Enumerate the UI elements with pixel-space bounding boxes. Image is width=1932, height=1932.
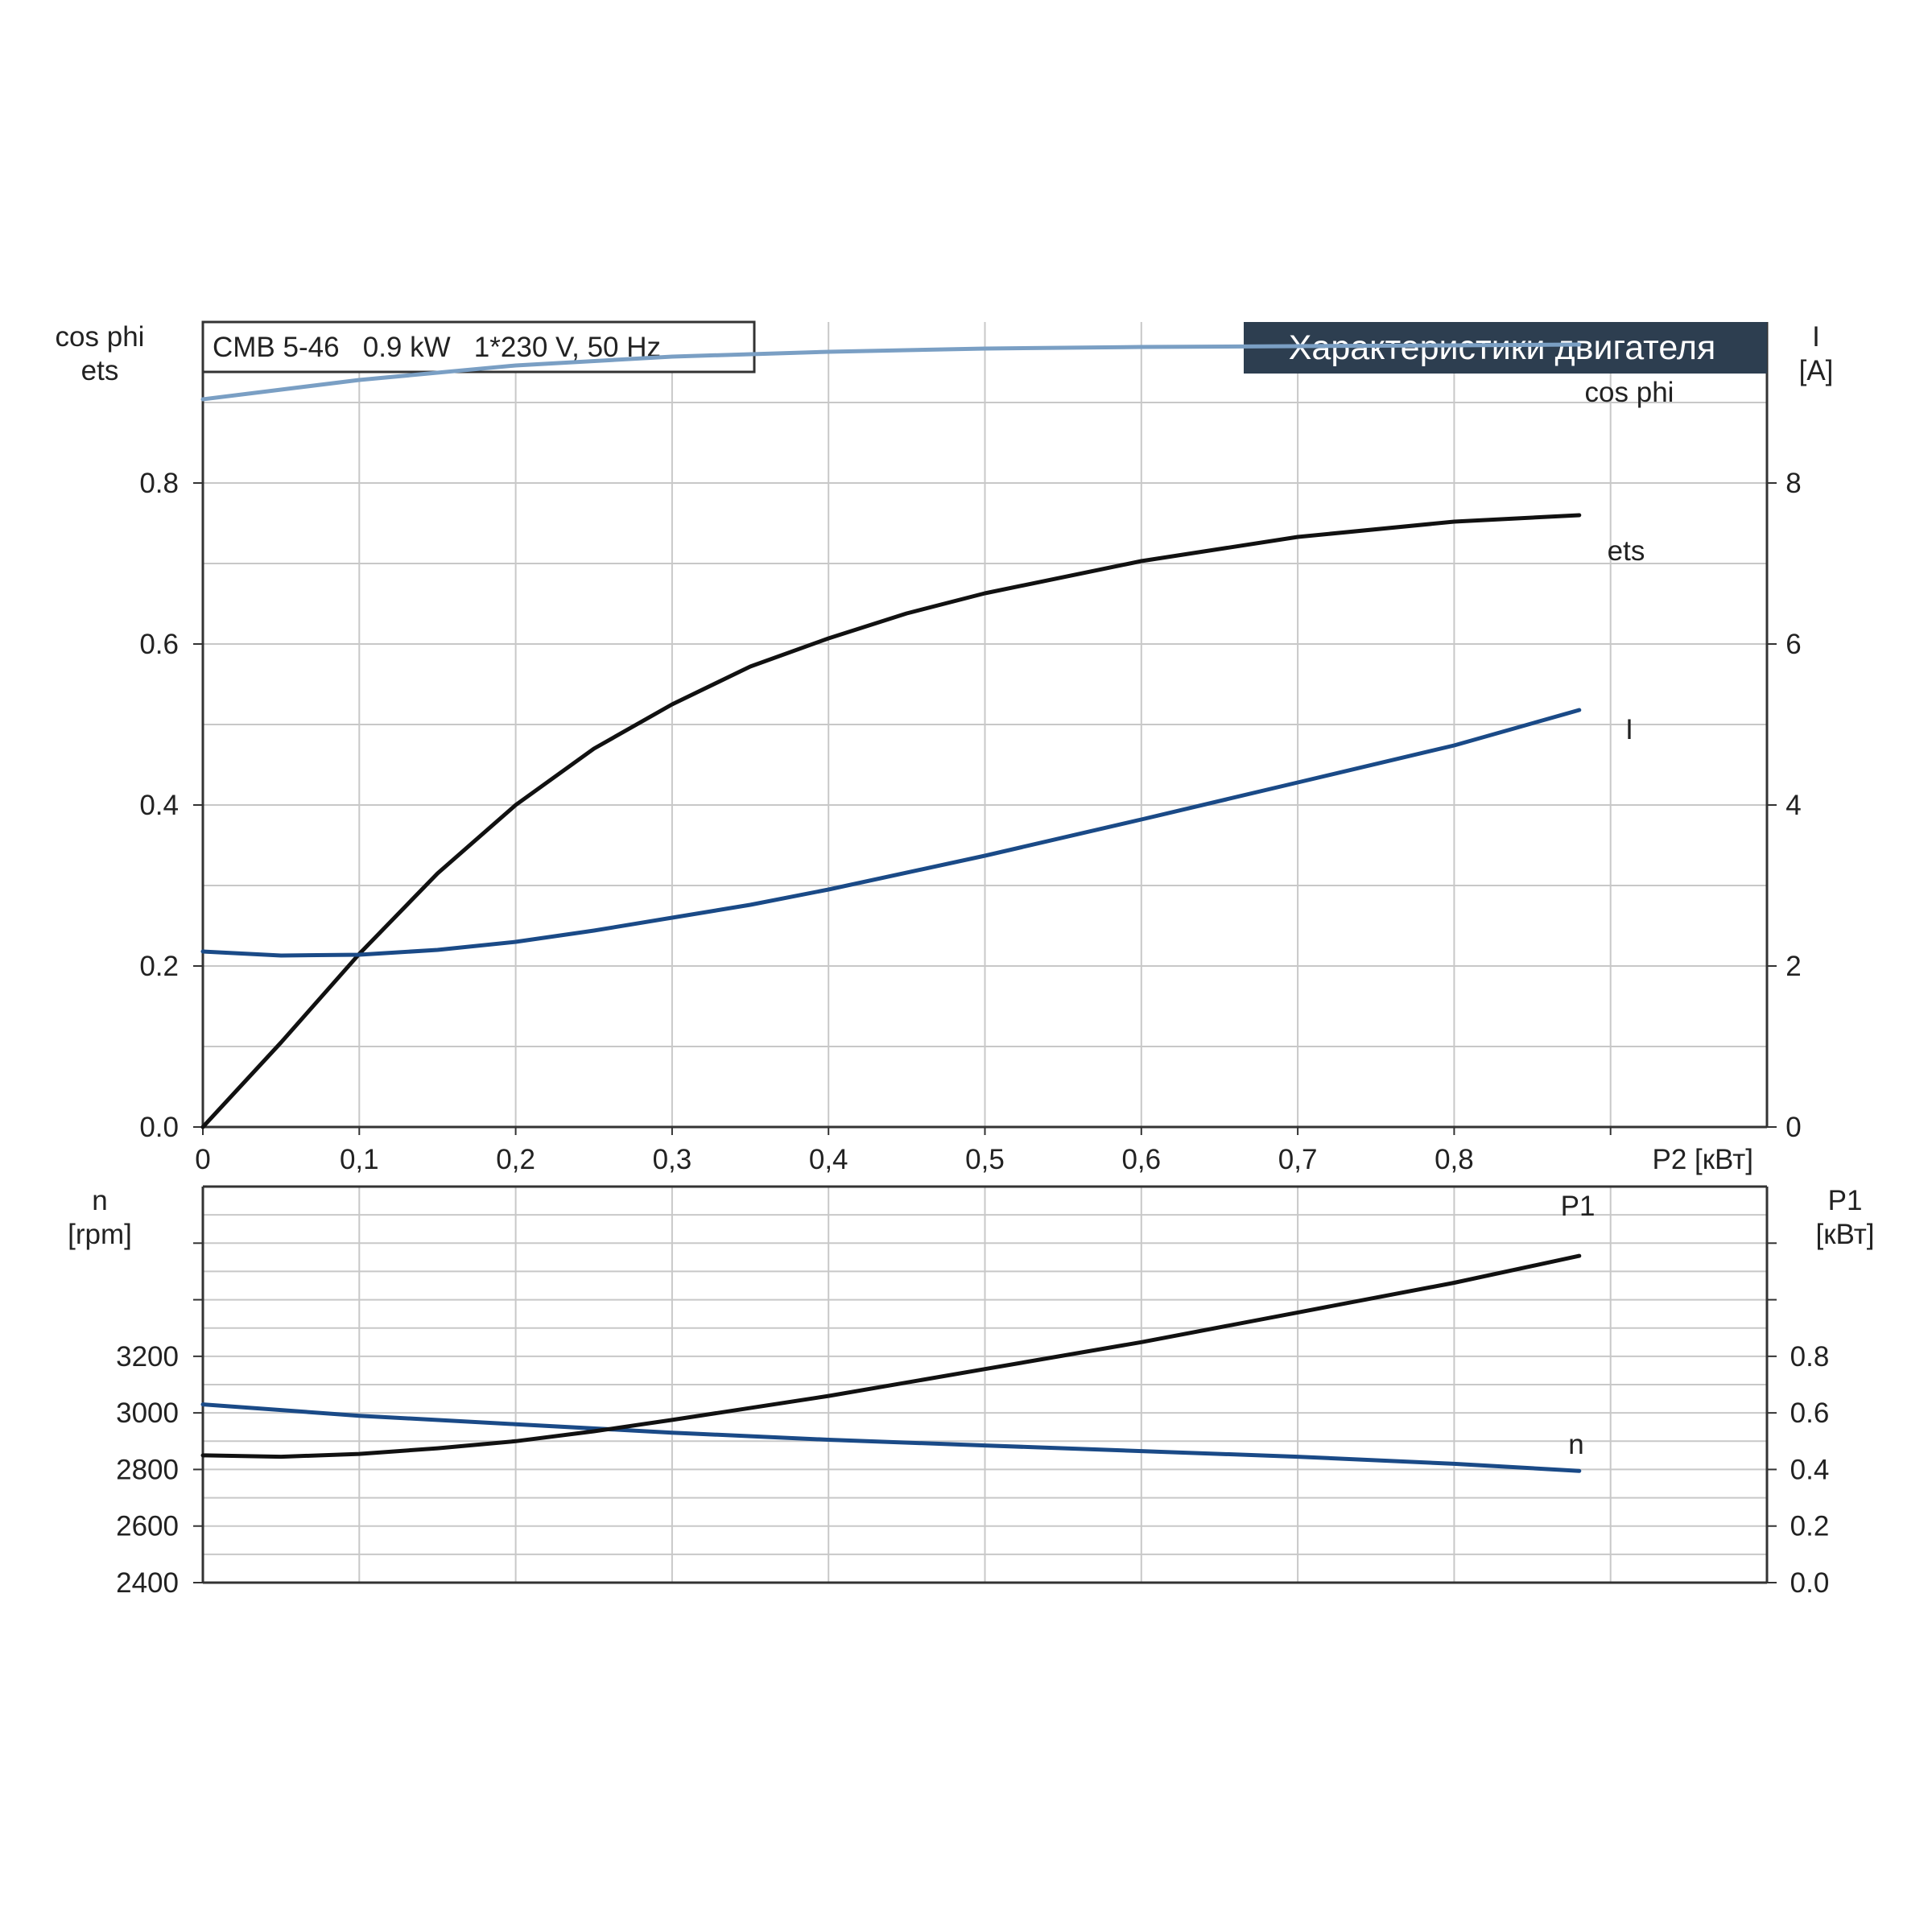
top-left-axis-label: cos phi [56, 321, 145, 353]
bottom-left-tick-label: 3200 [116, 1341, 179, 1373]
bottom-left-axis-label: [rpm] [68, 1219, 132, 1250]
bottom-right-axis-label: [кВт] [1816, 1219, 1875, 1250]
bottom-left-tick-label: 3000 [116, 1397, 179, 1429]
top-left-tick-label: 0.4 [139, 790, 179, 821]
series-line-n [200, 1402, 1582, 1473]
top-right-tick-label: 0 [1785, 1112, 1801, 1143]
top-right-axis-label: [A] [1799, 355, 1834, 386]
bottom-right-tick-label: 0.0 [1790, 1567, 1830, 1599]
series-line-cos-phi [200, 342, 1582, 402]
bottom-right-tick-label: 0.2 [1790, 1511, 1830, 1542]
top-right-tick-label: 2 [1785, 951, 1801, 982]
bottom-right-tick-label: 0.6 [1790, 1397, 1830, 1429]
series-label-i: I [1625, 714, 1633, 745]
subtitle-box [201, 320, 756, 374]
series-label-n: n [1568, 1429, 1583, 1460]
top-x-tick-label: 0,8 [1435, 1144, 1474, 1175]
bottom-left-axis-label: n [92, 1185, 107, 1216]
top-left-axis-label: ets [81, 355, 119, 386]
series-label-ets: ets [1608, 535, 1645, 567]
top-panel: 0.0 0.2 0.4 0.6 0.8 0 2 4 6 8 0 0,1 0,2 0,3 0,4 0,5 0,6 0… [56, 320, 1834, 1175]
x-axis-label: P2 [кВт] [1652, 1144, 1753, 1175]
chart-subtitle: CMB 5-46 0.9 kW 1*230 V, 50 Hz [213, 332, 661, 363]
top-x-tick-label: 0,6 [1121, 1144, 1161, 1175]
top-right-axis-label: I [1812, 321, 1820, 353]
top-right-tick-label: 6 [1785, 629, 1801, 660]
series-line-p1 [200, 1253, 1582, 1459]
top-left-tick-label: 0.6 [139, 629, 179, 660]
top-x-tick-label: 0 [195, 1144, 210, 1175]
series-line-ets [200, 513, 1582, 1129]
series-line-i [200, 708, 1582, 958]
bottom-right-axis-label: P1 [1828, 1185, 1863, 1216]
top-x-tick-label: 0,2 [496, 1144, 535, 1175]
bottom-left-tick-label: 2400 [116, 1567, 179, 1599]
top-left-tick-label: 0.2 [139, 951, 179, 982]
bottom-left-tick-label: 2800 [116, 1454, 179, 1485]
top-x-tick-label: 0,5 [965, 1144, 1005, 1175]
top-x-tick-label: 0,4 [809, 1144, 848, 1175]
top-right-tick-label: 4 [1785, 790, 1801, 821]
series-label-cos-phi: cos phi [1585, 377, 1674, 408]
top-right-tick-label: 8 [1785, 468, 1801, 499]
top-x-tick-label: 0,7 [1278, 1144, 1318, 1175]
top-x-tick-label: 0,3 [653, 1144, 692, 1175]
top-left-tick-label: 0.8 [139, 468, 179, 499]
bottom-panel: 240026002800300032000.00.20.40.60.8n[rpm… [68, 1185, 1874, 1599]
bottom-right-tick-label: 0.8 [1790, 1341, 1830, 1373]
series-label-p1: P1 [1561, 1191, 1596, 1222]
top-left-tick-label: 0.0 [139, 1112, 179, 1143]
bottom-right-tick-label: 0.4 [1790, 1454, 1830, 1485]
bottom-left-tick-label: 2600 [116, 1511, 179, 1542]
top-x-tick-label: 0,1 [340, 1144, 379, 1175]
